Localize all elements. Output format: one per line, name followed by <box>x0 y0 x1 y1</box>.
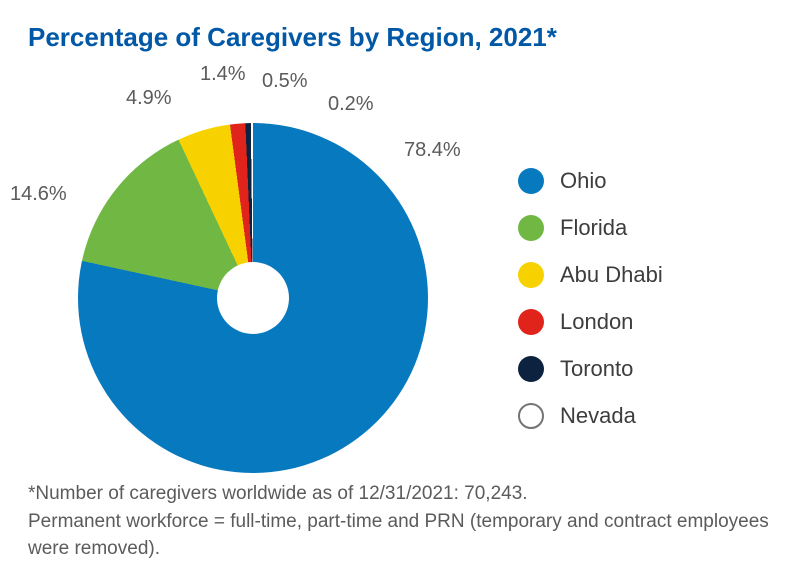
pie-wrap <box>78 123 428 473</box>
legend-label: Florida <box>560 215 627 241</box>
legend-item: Ohio <box>518 168 663 194</box>
legend-item: London <box>518 309 663 335</box>
legend-swatch <box>518 403 544 429</box>
legend-swatch <box>518 309 544 335</box>
slice-label: 1.4% <box>200 63 246 86</box>
chart-row: 78.4%14.6%4.9%1.4%0.5%0.2% OhioFloridaAb… <box>28 63 773 483</box>
legend-item: Florida <box>518 215 663 241</box>
donut-hole <box>217 262 289 334</box>
slice-label: 4.9% <box>126 87 172 110</box>
chart-area: 78.4%14.6%4.9%1.4%0.5%0.2% <box>28 63 508 483</box>
slice-label: 78.4% <box>404 139 461 162</box>
slice-label: 0.5% <box>262 70 308 93</box>
legend-item: Toronto <box>518 356 663 382</box>
slice-label: 0.2% <box>328 93 374 116</box>
legend-item: Abu Dhabi <box>518 262 663 288</box>
legend-label: London <box>560 309 633 335</box>
legend-swatch <box>518 356 544 382</box>
legend-label: Ohio <box>560 168 606 194</box>
legend: Ohio Florida Abu Dhabi London Toronto Nevada <box>508 168 663 450</box>
legend-swatch <box>518 168 544 194</box>
legend-label: Toronto <box>560 356 633 382</box>
legend-swatch <box>518 215 544 241</box>
legend-item: Nevada <box>518 403 663 429</box>
legend-swatch <box>518 262 544 288</box>
legend-label: Abu Dhabi <box>560 262 663 288</box>
slice-label: 14.6% <box>10 183 67 206</box>
footnote: *Number of caregivers worldwide as of 12… <box>28 480 773 563</box>
legend-label: Nevada <box>560 403 636 429</box>
chart-title: Percentage of Caregivers by Region, 2021… <box>28 22 773 53</box>
